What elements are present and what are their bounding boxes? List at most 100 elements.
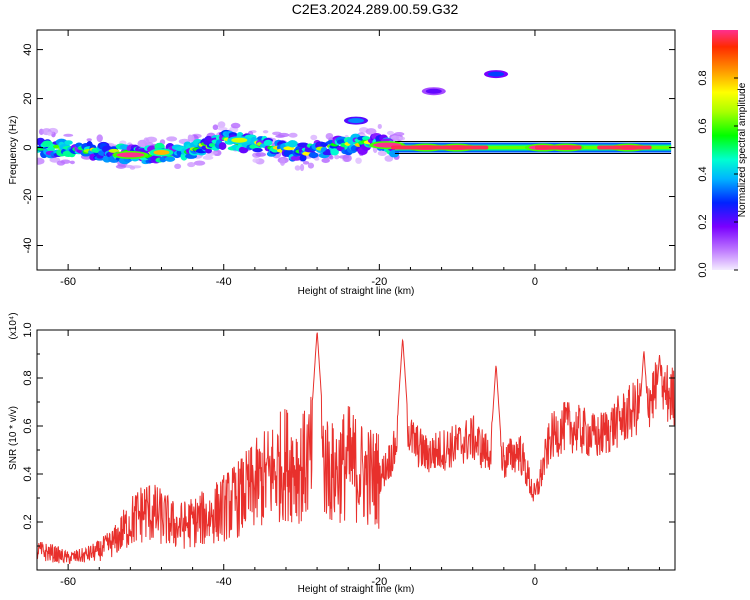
spectrogram-x-tick-label: -40 bbox=[216, 276, 232, 288]
spectrogram-cell bbox=[287, 140, 298, 148]
spectrogram-cell bbox=[208, 143, 216, 148]
spectrogram-haze-cell bbox=[377, 123, 382, 130]
snr-x-axis-label: Height of straight line (km) bbox=[298, 584, 415, 595]
spectrogram-haze-cell bbox=[187, 161, 196, 168]
spectrogram-haze-cell bbox=[386, 130, 394, 136]
spectrogram-cell bbox=[263, 139, 273, 146]
spectrogram-haze-cell bbox=[278, 132, 290, 138]
spectrogram-haze-cell bbox=[115, 164, 127, 169]
spectrogram-haze-cell bbox=[49, 157, 61, 163]
spectrogram-cell bbox=[297, 142, 310, 148]
spectrogram-haze-cell bbox=[255, 152, 267, 157]
snr-ticks: -60 -40 -20 0 0.2 0.4 0.6 0.8 1.0 bbox=[22, 322, 675, 588]
spectrogram-haze-cell bbox=[86, 138, 92, 142]
spectrogram-x-tick-label: -60 bbox=[60, 276, 76, 288]
spectrogram-cell bbox=[205, 147, 212, 154]
spectrogram-y-tick-label: 20 bbox=[22, 92, 34, 104]
snr-y-tick-label: 0.4 bbox=[22, 466, 34, 481]
spectrogram-haze-cell bbox=[310, 134, 318, 141]
colorbar-tick-label: 0.0 bbox=[697, 262, 709, 277]
spectrogram-haze-cell bbox=[47, 131, 52, 136]
spectrogram-haze-cell bbox=[279, 157, 286, 166]
snr-y-tick-label: 0.6 bbox=[22, 418, 34, 433]
snr-x-tick-label: 0 bbox=[532, 576, 538, 588]
colorbar-label: Normalized spectral amplitude bbox=[737, 82, 748, 217]
spectrogram-cell bbox=[252, 148, 263, 153]
snr-y-tick-label: 1.0 bbox=[22, 322, 34, 337]
spectrogram-cell bbox=[299, 154, 307, 162]
tone-peak-segment bbox=[597, 145, 652, 150]
spectrogram-haze-cell bbox=[384, 155, 394, 162]
spectrogram-haze-cell bbox=[166, 136, 178, 142]
spectrogram-plot-area bbox=[37, 70, 672, 172]
spectrogram-y-tick-label: -40 bbox=[22, 238, 34, 254]
snr-x-tick-label: -20 bbox=[371, 576, 387, 588]
spectrogram-haze-cell bbox=[288, 132, 298, 138]
spectrogram-y-tick-label: 0 bbox=[22, 144, 34, 150]
spectrogram-haze-cell bbox=[377, 150, 387, 156]
spectrogram-cell bbox=[330, 148, 339, 156]
spectrogram-haze-cell bbox=[217, 126, 228, 131]
feature-core bbox=[116, 152, 145, 158]
spectrogram-cell bbox=[218, 142, 227, 150]
feature-core bbox=[231, 137, 248, 143]
snr-x-tick-label: -60 bbox=[60, 576, 76, 588]
spectrogram-haze-cell bbox=[37, 157, 45, 165]
colorbar-tick-label: 0.8 bbox=[697, 70, 709, 85]
spectrogram-haze-cell bbox=[329, 155, 334, 160]
spectrogram-haze-cell bbox=[96, 134, 103, 143]
chart-title: C2E3.2024.289.00.59.G32 bbox=[292, 1, 459, 17]
snr-y-axis-label: SNR (10 * v/v) bbox=[8, 406, 19, 470]
tone-peak-segment bbox=[534, 145, 582, 150]
spectrogram-cell bbox=[308, 152, 319, 158]
snr-plot-area bbox=[37, 332, 675, 565]
snr-y-multiplier: (x10⁴) bbox=[8, 312, 19, 339]
spectrogram-haze-cell bbox=[325, 132, 334, 140]
spectrogram-x-tick-label: -20 bbox=[371, 276, 387, 288]
spectrogram-haze-cell bbox=[294, 165, 301, 171]
colorbar-ticks: 0.0 0.2 0.4 0.6 0.8 bbox=[697, 70, 738, 278]
spectrogram-haze-cell bbox=[69, 160, 75, 165]
colorbar: 0.0 0.2 0.4 0.6 0.8 Normalized spectral ampl… bbox=[697, 30, 748, 278]
spectrogram-cell bbox=[290, 155, 302, 161]
colorbar-tick-label: 0.6 bbox=[697, 118, 709, 133]
spectrogram-cell bbox=[64, 140, 73, 145]
spectrogram-panel: -60 -40 -20 0 -40 -20 0 20 40 Height of straight… bbox=[8, 29, 676, 297]
spectrogram-haze-cell bbox=[174, 163, 182, 169]
spectrogram-frame bbox=[36, 29, 676, 271]
feature-core bbox=[488, 71, 505, 77]
spectrogram-haze-cell bbox=[307, 162, 315, 169]
tone-peak-segment bbox=[391, 145, 489, 150]
spectrogram-x-tick-label: 0 bbox=[532, 276, 538, 288]
spectrogram-haze-cell bbox=[143, 137, 150, 146]
spectrogram-haze-cell bbox=[217, 121, 226, 129]
colorbar-tick-label: 0.4 bbox=[697, 166, 709, 181]
spectrogram-haze-cell bbox=[63, 133, 74, 137]
snr-y-tick-label: 0.8 bbox=[22, 370, 34, 385]
colorbar-gradient bbox=[712, 30, 738, 270]
snr-y-tick-label: 0.2 bbox=[22, 514, 34, 529]
spectrogram-haze-cell bbox=[398, 136, 406, 141]
snr-panel: -60 -40 -20 0 0.2 0.4 0.6 0.8 1.0 Height of stra… bbox=[8, 312, 676, 595]
spectrogram-haze-cell bbox=[321, 157, 330, 164]
snr-series-line bbox=[37, 332, 675, 565]
spectrogram-cell bbox=[164, 156, 176, 162]
spectrogram-haze-cell bbox=[314, 157, 320, 161]
spectrogram-haze-cell bbox=[230, 122, 241, 129]
spectrogram-ticks: -60 -40 -20 0 -40 -20 0 20 40 bbox=[22, 30, 675, 288]
spectrogram-haze-cell bbox=[56, 160, 66, 166]
feature-core bbox=[153, 149, 170, 155]
spectrogram-y-tick-label: -20 bbox=[22, 189, 34, 205]
snr-x-tick-label: -40 bbox=[216, 576, 232, 588]
spectrogram-haze-cell bbox=[355, 157, 362, 164]
spectrogram-haze-cell bbox=[334, 154, 340, 160]
spectrogram-y-axis-label: Frequency (Hz) bbox=[8, 116, 19, 185]
spectrogram-cell bbox=[320, 142, 328, 147]
spectrogram-haze-cell bbox=[193, 160, 206, 166]
feature-core bbox=[425, 88, 442, 94]
spectrogram-haze-cell bbox=[302, 161, 310, 165]
spectrogram-haze-cell bbox=[212, 124, 219, 131]
spectrogram-haze-cell bbox=[365, 128, 377, 135]
feature-core bbox=[348, 118, 364, 124]
